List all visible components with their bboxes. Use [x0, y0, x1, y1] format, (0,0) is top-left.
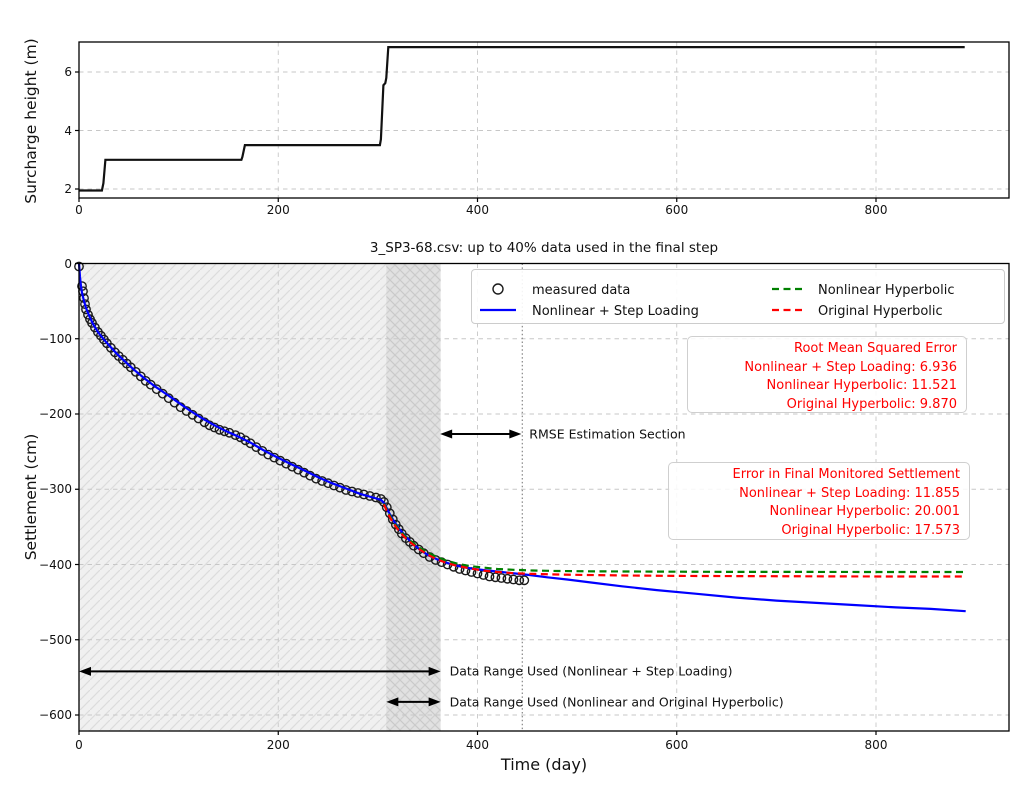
bottom-x-tick-label: 800 — [864, 738, 888, 752]
legend-label-step-loading: Nonlinear + Step Loading — [532, 304, 699, 319]
measured-data-marker-icon — [478, 281, 518, 301]
rmse-estimation-section-label: RMSE Estimation Section — [529, 426, 686, 442]
top-y-tick-label: 4 — [64, 123, 72, 138]
red-dashed-swatch-icon — [771, 302, 805, 322]
page-title: 3_SP3-68.csv: up to 40% data used in the… — [369, 240, 719, 256]
bottom-y-tick-label: −300 — [39, 482, 72, 497]
bottom-x-tick-label: 200 — [266, 738, 290, 752]
data-range-hyperbolic-label: Data Range Used (Nonlinear and Original … — [449, 694, 784, 710]
solid-line-swatch-icon — [478, 302, 518, 322]
rmse-nonlinear-hyperbolic-value: Nonlinear Hyperbolic: 11.521 — [766, 378, 957, 393]
x-axis-label: Time (day) — [500, 755, 588, 774]
bottom-y-tick-label: 0 — [64, 256, 72, 271]
final-error-box-title: Error in Final Monitored Settlement — [732, 467, 960, 482]
top-x-tick-label: 200 — [266, 203, 290, 217]
legend-item-measured: measured data — [478, 280, 630, 301]
legend-label-nonlinear-hyperbolic: Nonlinear Hyperbolic — [818, 283, 955, 298]
final-error-nonlinear-hyperbolic-value: Nonlinear Hyperbolic: 20.001 — [769, 504, 960, 519]
top-y-axis-label: Surcharge height (m) — [22, 38, 40, 204]
legend-item-nonlinear-hyperbolic: Nonlinear Hyperbolic — [771, 280, 954, 301]
top-x-tick-label: 800 — [864, 203, 888, 217]
legend-label-original-hyperbolic: Original Hyperbolic — [818, 304, 943, 319]
bottom-y-axis-label: Settlement (cm) — [22, 433, 40, 561]
bottom-x-tick-label: 400 — [466, 738, 489, 752]
rmse-box-title: Root Mean Squared Error — [794, 341, 957, 356]
bottom-x-tick-label: 0 — [75, 738, 83, 752]
top-x-tick-label: 400 — [466, 203, 489, 217]
legend-label-measured: measured data — [532, 283, 631, 298]
data-range-step-loading-label: Data Range Used (Nonlinear + Step Loadin… — [449, 663, 733, 679]
bottom-y-tick-label: −100 — [39, 331, 72, 346]
bottom-y-tick-label: −400 — [39, 557, 72, 572]
bottom-y-tick-label: −200 — [39, 407, 72, 421]
final-error-box: Error in Final Monitored Settlement Nonl… — [668, 462, 970, 540]
legend-item-step-loading: Nonlinear + Step Loading — [478, 301, 699, 322]
legend-item-original-hyperbolic: Original Hyperbolic — [771, 301, 943, 322]
top-y-tick-label: 6 — [64, 65, 72, 79]
top-y-tick-label: 2 — [64, 182, 72, 196]
rmse-step-loading-value: Nonlinear + Step Loading: 6.936 — [744, 359, 957, 375]
bottom-x-tick-label: 600 — [665, 738, 689, 752]
bottom-y-tick-label: −600 — [39, 708, 72, 722]
rmse-box: Root Mean Squared Error Nonlinear + Step… — [687, 336, 967, 413]
top-x-tick-label: 600 — [665, 203, 689, 217]
legend: measured data Nonlinear + Step Loading N… — [471, 269, 1005, 324]
bottom-y-tick-label: −500 — [39, 632, 72, 647]
rmse-original-hyperbolic-value: Original Hyperbolic: 9.870 — [786, 396, 957, 412]
final-error-step-loading-value: Nonlinear + Step Loading: 11.855 — [739, 485, 960, 501]
top-x-tick-label: 0 — [75, 203, 83, 217]
green-dashed-swatch-icon — [771, 281, 805, 301]
final-error-original-hyperbolic-value: Original Hyperbolic: 17.573 — [781, 522, 960, 538]
